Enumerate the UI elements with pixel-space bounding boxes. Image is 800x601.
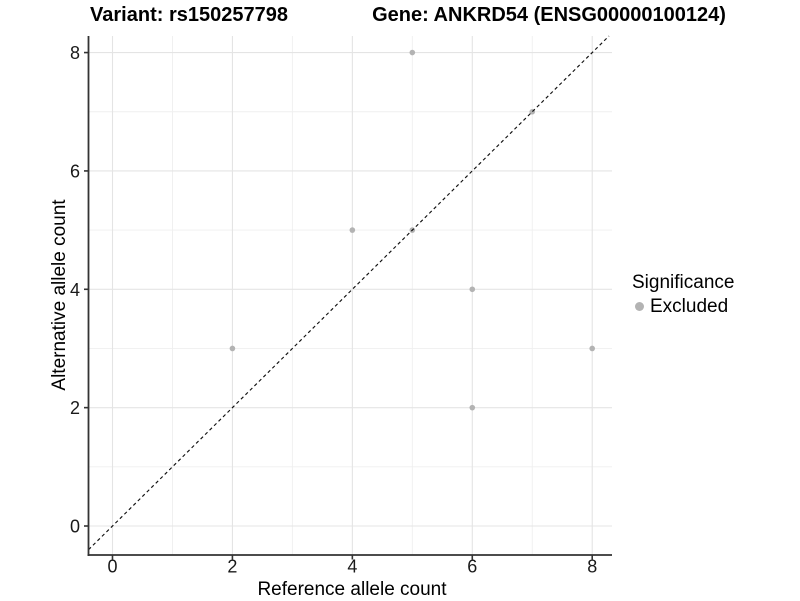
x-tick-label: 2 xyxy=(227,557,237,577)
legend-item-excluded: Excluded xyxy=(632,296,734,318)
plot-title-gene: Gene: ANKRD54 (ENSG00000100124) xyxy=(372,4,726,26)
identity-reference-line xyxy=(88,35,610,551)
y-tick-label: 2 xyxy=(70,398,80,418)
x-tick-label: 0 xyxy=(107,557,117,577)
data-point xyxy=(589,345,596,352)
legend-title: Significance xyxy=(632,272,735,293)
legend-item-label: Excluded xyxy=(650,295,729,317)
plot-title-variant: Variant: rs150257798 xyxy=(90,4,288,26)
y-axis-title: Alternative allele count xyxy=(49,199,70,391)
data-point xyxy=(469,404,476,411)
data-point xyxy=(409,49,416,56)
x-tick-label: 8 xyxy=(587,557,597,577)
data-point xyxy=(469,286,476,293)
data-point xyxy=(349,227,356,233)
y-tick-label: 4 xyxy=(70,280,80,300)
x-axis-title: Reference allele count xyxy=(257,579,447,600)
legend: Significance Excluded xyxy=(632,272,734,318)
y-tick-label: 8 xyxy=(70,43,80,63)
excluded-point-marker-icon xyxy=(635,302,644,312)
y-tick-label: 6 xyxy=(70,161,80,181)
data-point xyxy=(229,345,236,352)
x-tick-label: 6 xyxy=(467,557,477,577)
y-tick-label: 0 xyxy=(70,517,80,537)
x-tick-label: 4 xyxy=(347,557,357,577)
